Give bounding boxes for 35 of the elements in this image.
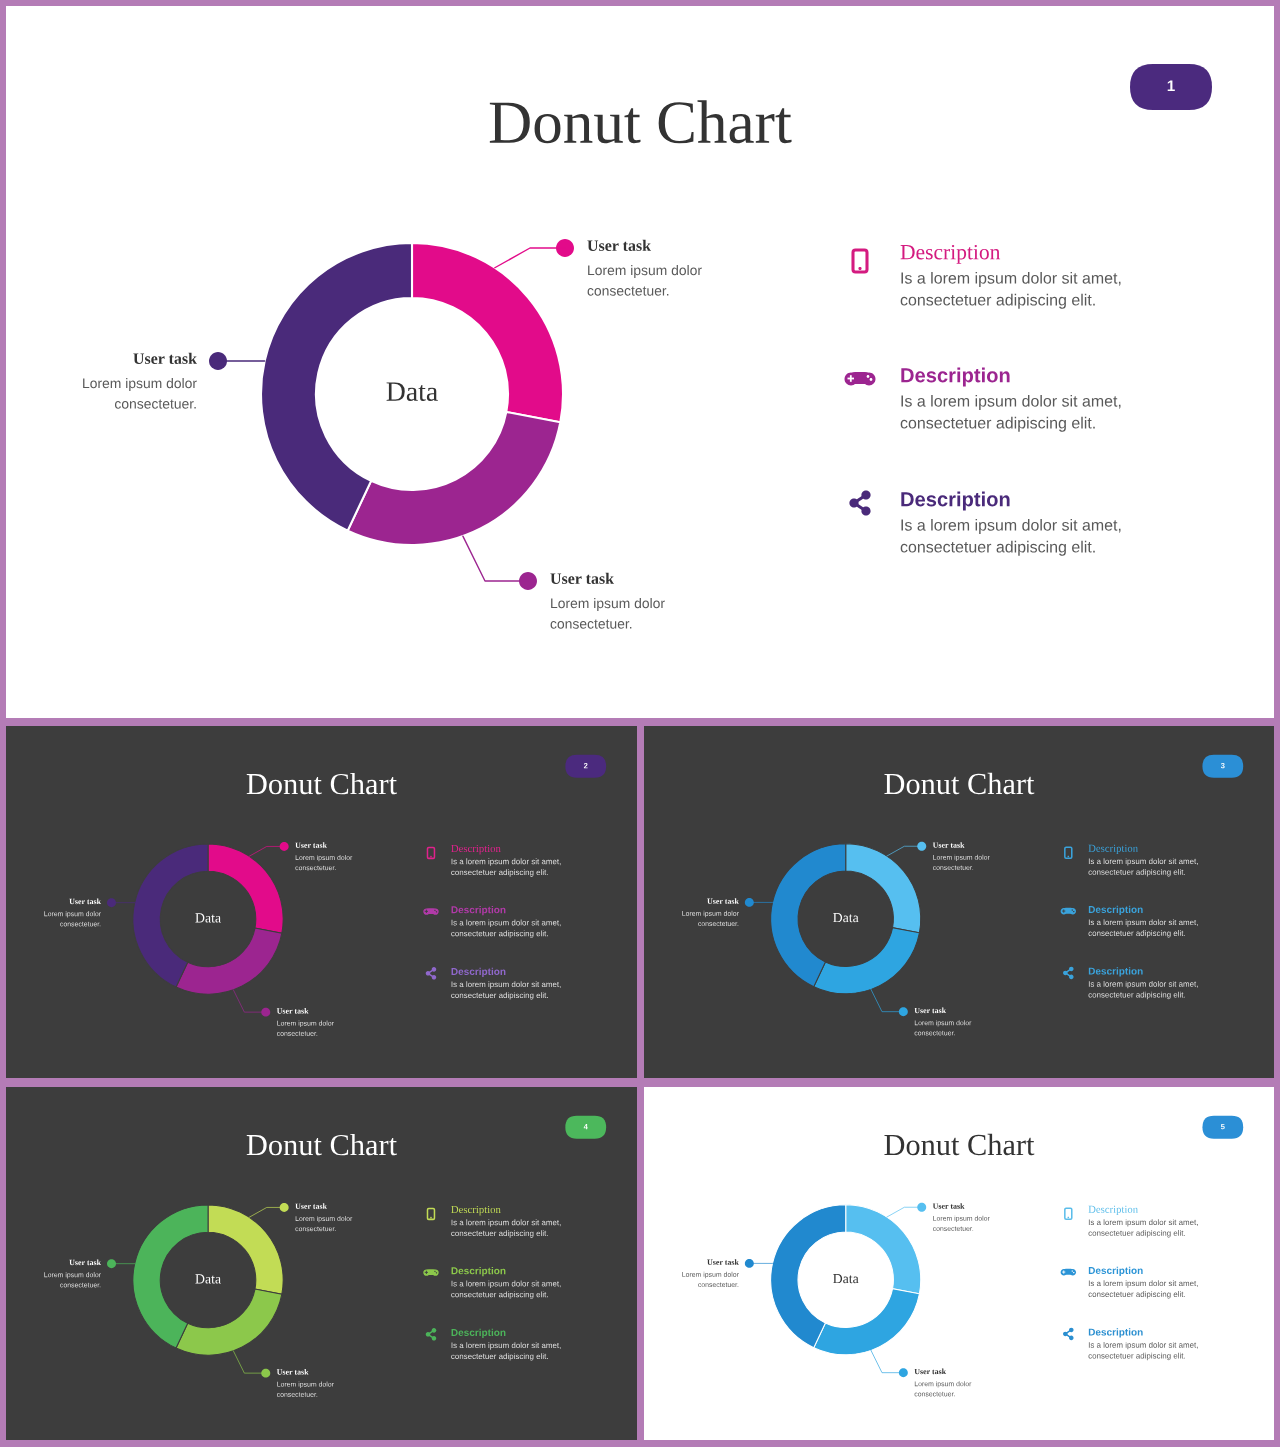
text: Description <box>1088 967 1143 977</box>
text: Description <box>451 1205 501 1216</box>
text: Is a lorem ipsum dolor sit amet, consectetuer adipiscing elit. <box>900 395 1121 432</box>
text: Data <box>833 1274 859 1284</box>
text: Description <box>451 1266 506 1277</box>
text: Description <box>1088 1266 1143 1276</box>
slice-label: User task <box>133 352 197 364</box>
legend-label: User task <box>550 572 615 584</box>
text: Lorem ipsum dolor consectetuer. <box>550 598 665 629</box>
chart-title: Donut Chart <box>246 772 397 795</box>
text: Description <box>1088 1205 1138 1216</box>
text: Data <box>195 913 221 923</box>
legend-label: User task <box>587 239 652 251</box>
text: Description <box>1088 905 1143 915</box>
text: Description <box>901 367 1010 387</box>
text: Description <box>900 244 1001 264</box>
text: Description <box>1088 844 1138 855</box>
text: Lorem ipsum dolor consectetuer. <box>587 265 702 296</box>
text: Lorem ipsum dolor consectetuer. <box>83 378 197 409</box>
text: 1 <box>1167 80 1175 91</box>
text: Is a lorem ipsum dolor sit amet, consectetuer adipiscing elit. <box>900 272 1121 309</box>
chart-title: Donut Chart <box>489 100 792 144</box>
text: Data <box>833 913 859 923</box>
chart-title: Donut Chart <box>884 1133 1035 1156</box>
text: Is a lorem ipsum dolor sit amet, consectetuer adipiscing elit. <box>900 519 1121 556</box>
text: Data <box>195 1274 221 1284</box>
text: Description <box>451 905 506 916</box>
text: Description <box>451 844 501 855</box>
chart-title: Donut Chart <box>246 1133 397 1156</box>
text: Description <box>451 1328 506 1338</box>
text: Description <box>901 491 1010 511</box>
text: Description <box>451 967 506 977</box>
text: Description <box>1088 1328 1143 1338</box>
chart-title: Donut Chart <box>884 772 1035 795</box>
text: Data <box>386 382 438 401</box>
